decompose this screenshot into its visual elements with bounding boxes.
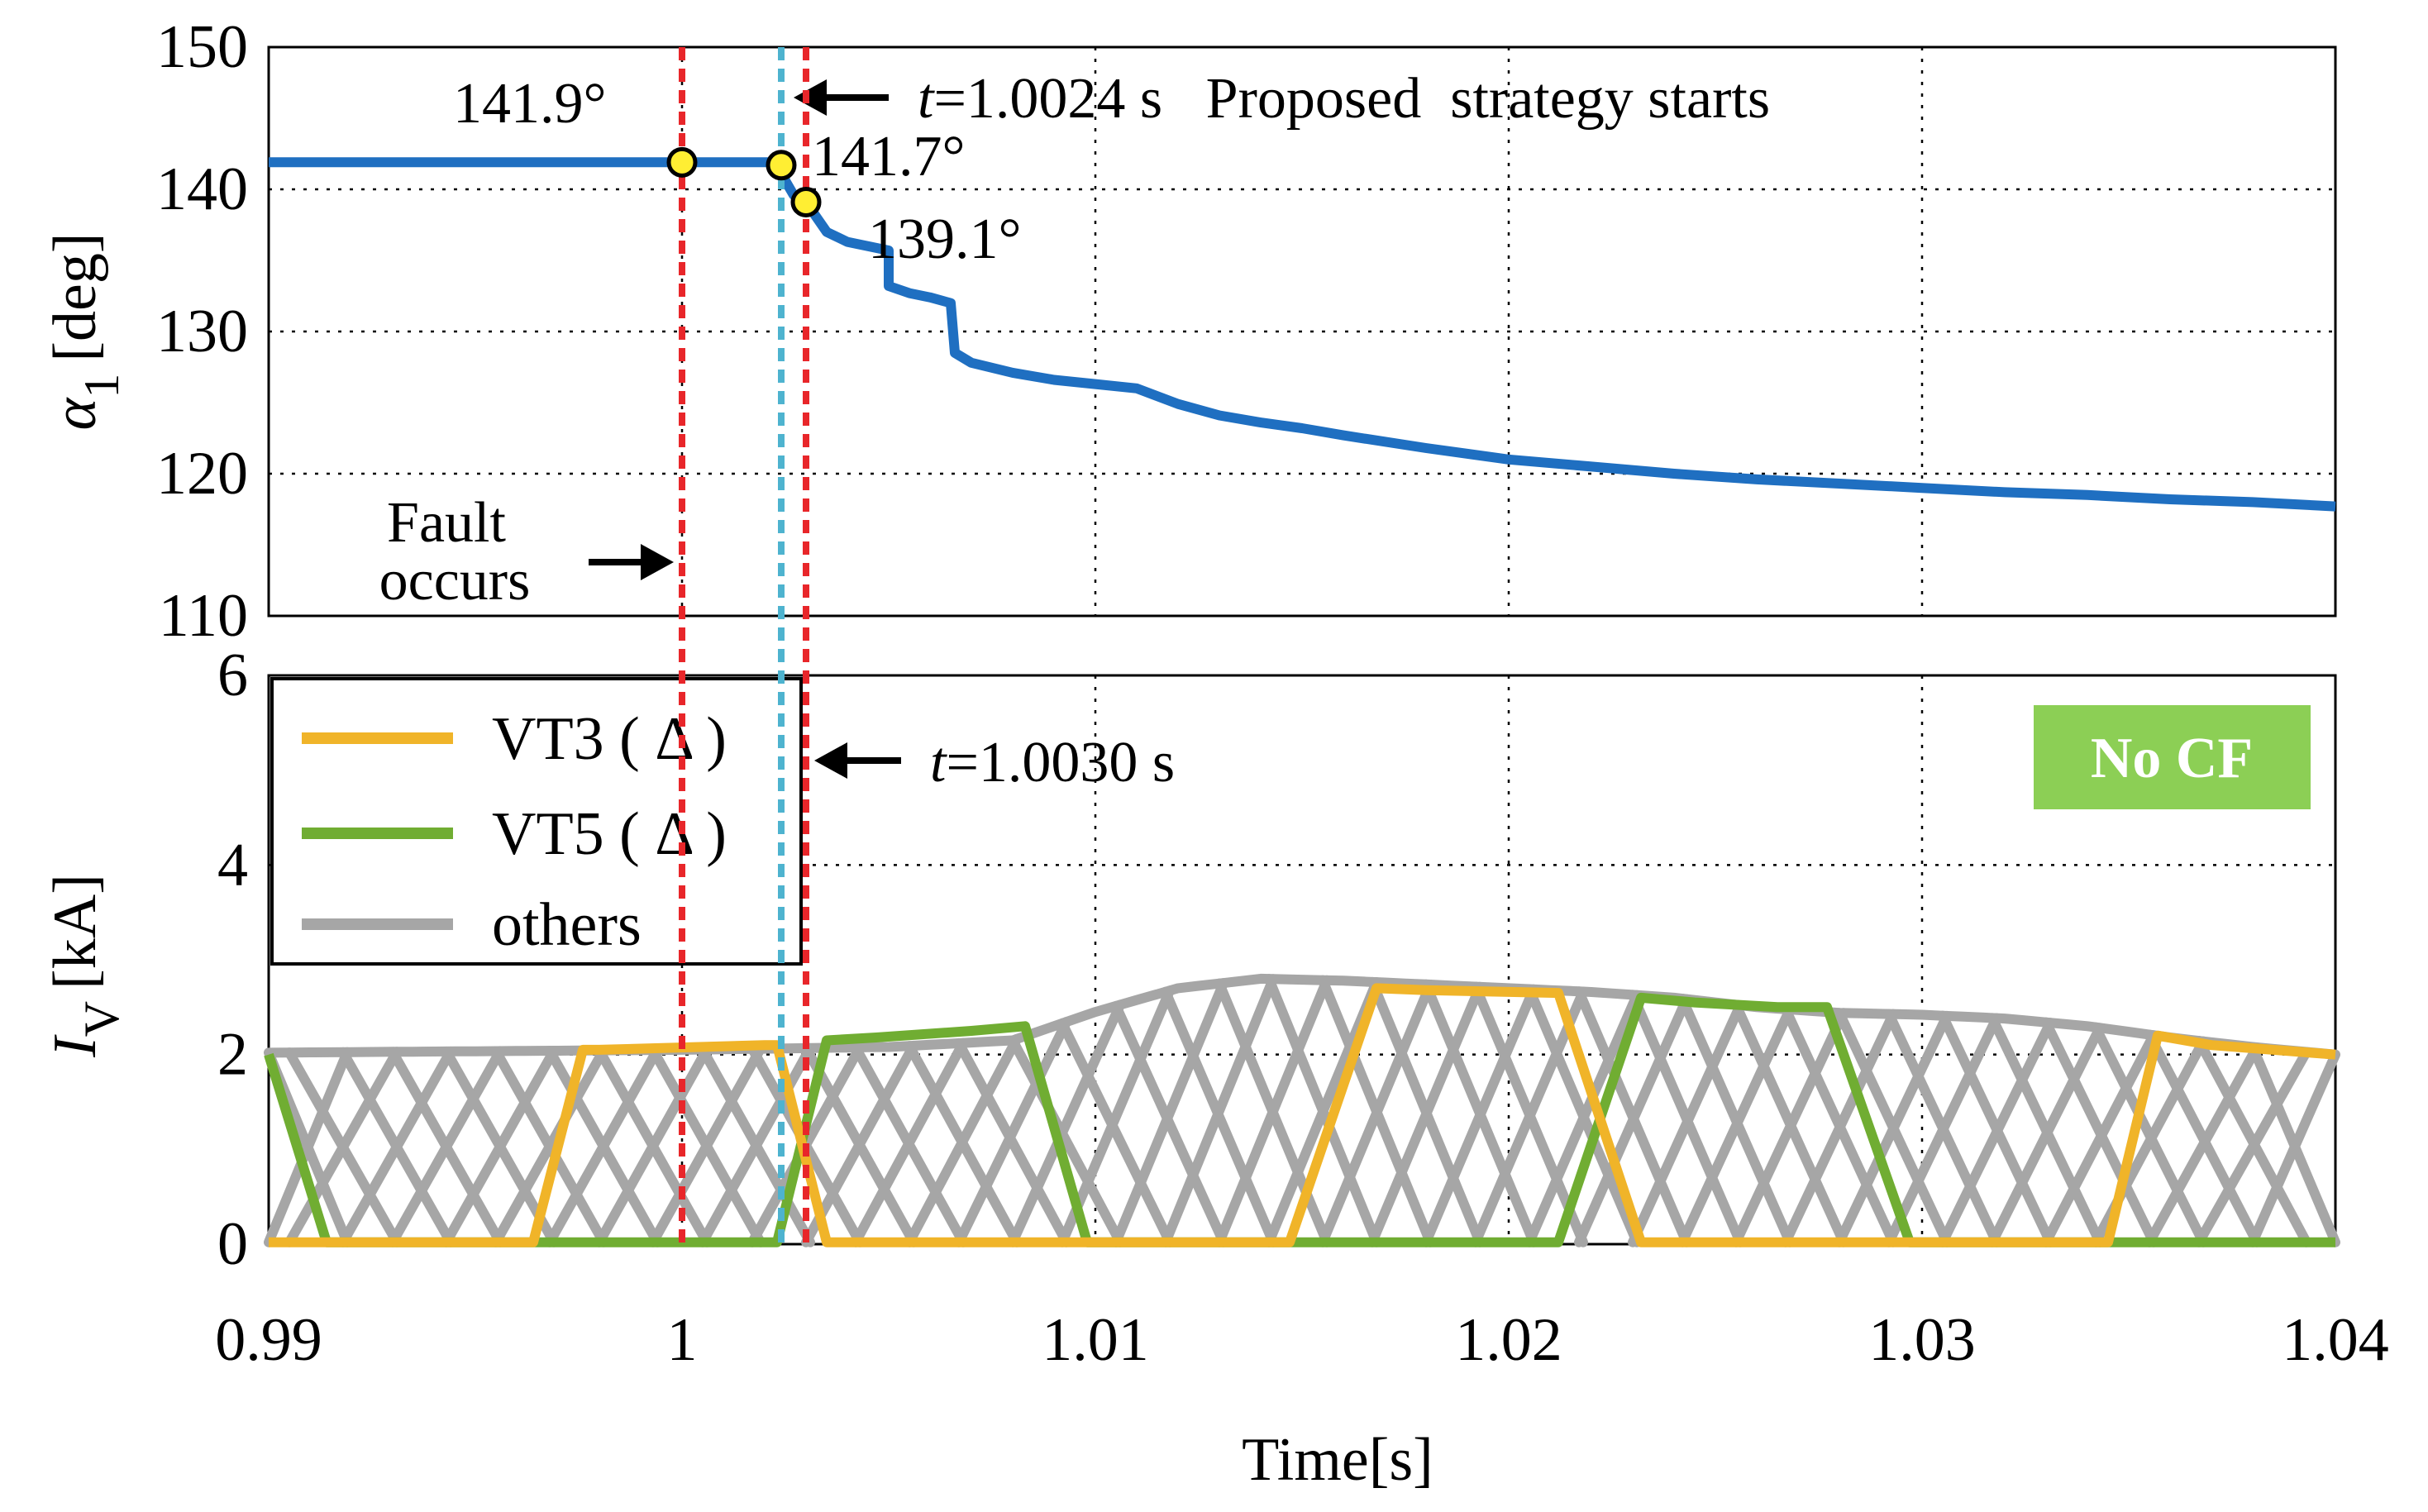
svg-text:α1[deg]: α1 [deg] [41,233,129,431]
marker-label-141-9: 141.9° [453,72,607,136]
top-ylabel-main: α [41,396,109,430]
others-rising-edge [264,1047,352,1247]
bottom-xtick-label: 1.04 [2282,1306,2389,1374]
others-rising-edge [1884,1013,2001,1247]
others-rising-edge [801,1040,918,1247]
others-rising-edge [1628,1000,1745,1247]
others-rising-edge [1214,975,1332,1247]
others-rising-edge [1677,1004,1795,1247]
bottom-xtick-label: 1.02 [1455,1306,1562,1374]
bottom-xtick-label: 1 [667,1306,698,1374]
others-rising-edge [545,1045,662,1247]
bottom-ytick-label: 2 [217,1021,248,1089]
others-rising-edge [2194,1047,2311,1247]
top-ytick-label: 150 [156,13,248,81]
others-rising-edge [388,1046,505,1247]
others-rising-edge [1008,999,1125,1247]
bottom-ylabel-unit: [kA] [41,874,109,990]
others-rising-edge [1781,1009,1898,1247]
bottom-ylabel: IV [kA] [41,874,129,1058]
others-rising-edge [338,1046,456,1247]
others-rising-edge [1524,990,1642,1247]
top-ytick-label: 140 [156,155,248,223]
marker-point [666,146,698,178]
others-rising-edge [1111,978,1228,1247]
marker-label-139-1: 139.1° [868,207,1022,271]
bottom-ytick-label: 0 [217,1210,248,1278]
others-rising-edge [648,1043,766,1247]
bottom-series [264,973,2340,1247]
marker-point [766,150,797,181]
others-rising-edge [441,1045,559,1247]
event-lines [679,47,809,1244]
others-rising-edge [1834,1010,1952,1247]
others-rising-edge [851,1037,968,1247]
others-rising-edge [1987,1023,2105,1247]
bottom-xticks: 0.99 1 1.01 1.02 1.03 1.04 [215,1306,2389,1374]
fault-arrow [589,544,674,580]
end-annotation: t=1.0030 s [930,731,1175,794]
others-rising-edge [1318,980,1435,1247]
bottom-ytick-label: 4 [217,831,248,899]
top-yticks: 150 140 130 120 110 [156,13,248,650]
bottom-xtick-label: 1.01 [1042,1306,1149,1374]
others-rising-edge [698,1042,815,1247]
others-rising-edge [1161,974,1278,1247]
others-rising-edge [491,1045,608,1247]
bottom-ylabel-main: I [41,1034,109,1058]
legend-label-vt3: VT3 ( Δ ) [492,705,727,773]
start-annotation: t=1.0024 s Proposed strategy starts [918,67,1770,131]
fault-label-line1: Fault [387,491,506,555]
vt3-series-line [269,983,2336,1247]
others-rising-edge [594,1044,712,1247]
legend-box [270,677,803,966]
top-ytick-label: 110 [159,582,248,650]
top-ytick-label: 130 [156,298,248,365]
bottom-panel: 0 2 4 6 0.99 1 1.01 1.02 1.03 1.04 IV [kA] Time[s… [41,642,2389,1494]
legend-label-vt5: VT5 ( Δ ) [492,800,727,868]
top-panel: 150 140 130 120 110 α1 [deg] 141.9° 141.7° 13… [41,13,2337,650]
others-rising-edge [2144,1042,2262,1247]
legend-label-others: others [492,891,642,959]
bottom-xlabel: Time[s] [1242,1426,1433,1494]
no-cf-badge: No CF [2034,705,2311,809]
others-rising-edge [1421,984,1538,1247]
top-ylabel-sub: 1 [74,374,129,398]
top-markers [666,146,822,217]
top-ytick-label: 120 [156,440,248,508]
bottom-ytick-label: 6 [217,642,248,709]
start-arrow [794,79,889,116]
others-rising-edge [1938,1018,2055,1247]
others-rising-edge [1367,981,1485,1247]
others-rising-edge [904,1033,1022,1247]
bottom-xtick-label: 1.03 [1868,1306,1976,1374]
bottom-xtick-label: 0.99 [215,1306,322,1374]
others-falling-edge [1008,1035,1125,1247]
fault-label-line2: occurs [379,549,531,613]
legend: VT3 ( Δ ) VT5 ( Δ ) others [270,677,803,966]
others-rising-edge [1574,994,1691,1247]
others-rising-edge [2041,1030,2158,1247]
bottom-ylabel-sub: V [74,1001,129,1037]
others-falling-edge [1057,1018,1175,1247]
svg-text:IV[kA]: IV [kA] [41,874,129,1058]
top-ylabel-unit: [deg] [41,233,109,362]
marker-point [790,186,822,217]
top-ylabel: α1 [deg] [41,233,129,431]
marker-label-141-7: 141.7° [812,125,966,188]
others-rising-edge [954,1017,1071,1247]
end-arrow [814,742,901,779]
others-rising-edge [1731,1008,1848,1247]
others-rising-edge [2248,1049,2340,1247]
others-rising-edge [284,1047,402,1247]
svg-text:No CF: No CF [2091,727,2253,790]
bottom-yticks: 0 2 4 6 [217,642,248,1278]
others-rising-edge [1471,986,1588,1247]
